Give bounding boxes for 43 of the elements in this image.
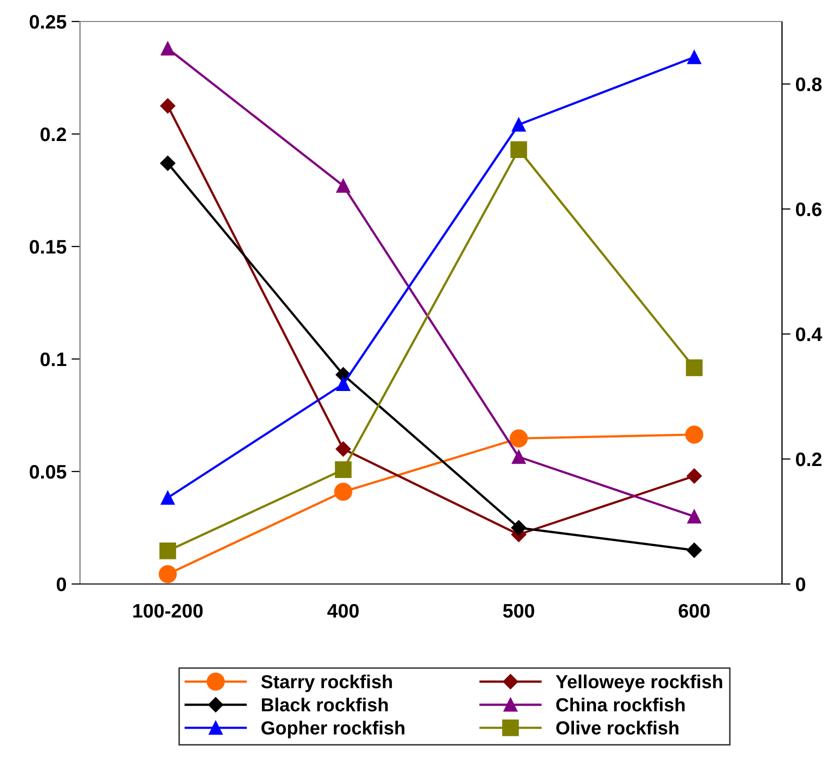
- x-tick-label: 400: [327, 604, 359, 618]
- point: [158, 565, 177, 584]
- point: [160, 490, 175, 505]
- point: [687, 50, 702, 64]
- y-tick-label: 0.25: [30, 14, 66, 29]
- point: [686, 468, 702, 484]
- point: [685, 426, 704, 444]
- point: [510, 141, 528, 158]
- x-tick-label: 100-200: [133, 604, 203, 618]
- legend-label: Olive rockfish: [556, 720, 678, 735]
- point: [336, 441, 351, 457]
- y2-tick-label: 0.2: [796, 452, 822, 466]
- y-tick-label: 0.2: [40, 127, 66, 142]
- point: [159, 542, 176, 560]
- point: [686, 359, 703, 376]
- legend-label: Yelloweye rockfish: [556, 674, 722, 692]
- legend-label: Black rockfish: [262, 698, 388, 712]
- x-tick-label: 600: [678, 604, 710, 618]
- point: [334, 482, 352, 501]
- y2-tick-label: 0: [796, 577, 806, 592]
- y2-tick-label: 0.4: [796, 327, 822, 342]
- point: [687, 510, 702, 524]
- x-tick-label: 500: [503, 604, 534, 618]
- y-tick-label: 0: [56, 577, 66, 592]
- point: [512, 118, 526, 132]
- y2-tick-label: 0.6: [796, 202, 822, 216]
- legend-label: Starry rockfish: [261, 674, 392, 692]
- point: [334, 461, 352, 478]
- point: [160, 42, 175, 56]
- point: [686, 542, 702, 558]
- y2-tick-label: 0.8: [796, 77, 822, 92]
- y-tick-label: 0.1: [40, 352, 66, 366]
- point: [336, 178, 350, 193]
- point: [510, 429, 528, 448]
- point: [160, 98, 176, 114]
- legend-label: Gopher rockfish: [261, 720, 404, 738]
- point: [160, 156, 176, 171]
- point: [512, 450, 526, 464]
- y-tick-label: 0.15: [30, 240, 66, 254]
- y-tick-label: 0.05: [30, 464, 66, 479]
- legend-label: China rockfish: [556, 698, 685, 712]
- point: [336, 377, 350, 391]
- point: [511, 520, 526, 536]
